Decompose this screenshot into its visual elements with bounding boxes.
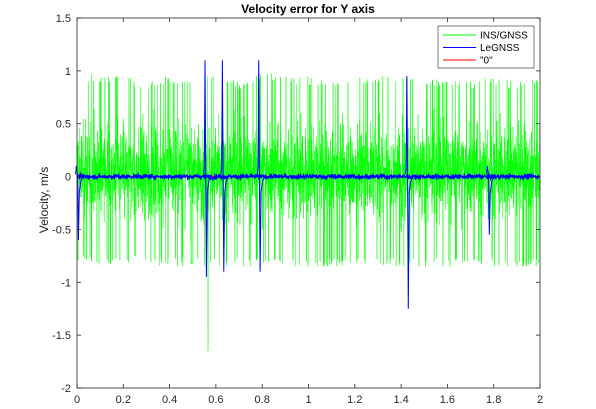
legend-label: "0": [480, 56, 493, 67]
y-tick-label: -0.5: [52, 224, 71, 236]
legnss-spike-0: [75, 165, 84, 241]
x-tick-label: 1.6: [440, 394, 455, 406]
y-tick-label: 1: [65, 66, 71, 78]
legnss-spike-3: [256, 60, 265, 272]
series-line-legnss: [76, 171, 541, 181]
legnss-spike-5: [486, 165, 494, 235]
x-tick-label: 1.2: [347, 394, 362, 406]
legnss-spike-2: [220, 60, 229, 272]
legend-label: LeGNSS: [480, 43, 520, 54]
series-legnss: [75, 60, 541, 309]
x-tick-label: 0.6: [208, 394, 223, 406]
y-tick-label: 0: [65, 172, 71, 184]
y-tick-label: -1: [61, 277, 71, 289]
x-tick-label: 0: [74, 394, 80, 406]
x-tick-label: 1.8: [486, 394, 501, 406]
y-tick-label: 1.5: [56, 13, 71, 25]
legnss-spike-1: [203, 60, 212, 278]
y-tick-label: -2: [61, 383, 71, 395]
x-tick-label: 1.4: [393, 394, 408, 406]
x-tick-label: 0.2: [116, 394, 131, 406]
y-axis-label: Velocity, m/s: [37, 167, 51, 233]
x-tick-label: 1: [305, 394, 311, 406]
series-line-ins-gnss: [76, 73, 541, 352]
legend-label: INS/GNSS: [480, 31, 528, 42]
x-tick-label: 0.4: [162, 394, 177, 406]
x-tick-label: 0.8: [255, 394, 270, 406]
x-axis: 0 0.2 0.4 0.6 0.8 1 1.2 1.4 1.6 1.8 2: [74, 18, 543, 406]
chart-title: Velocity error for Y axis: [241, 2, 375, 16]
x-tick-label: 2: [537, 394, 543, 406]
y-axis: -2 -1.5 -1 -0.5 0 0.5 1 1.5: [52, 13, 540, 395]
legnss-spike-4: [405, 76, 413, 309]
y-tick-label: 0.5: [56, 119, 71, 131]
series-ins-gnss: [76, 73, 541, 352]
y-tick-label: -1.5: [52, 330, 71, 342]
plot-area: [75, 60, 541, 352]
